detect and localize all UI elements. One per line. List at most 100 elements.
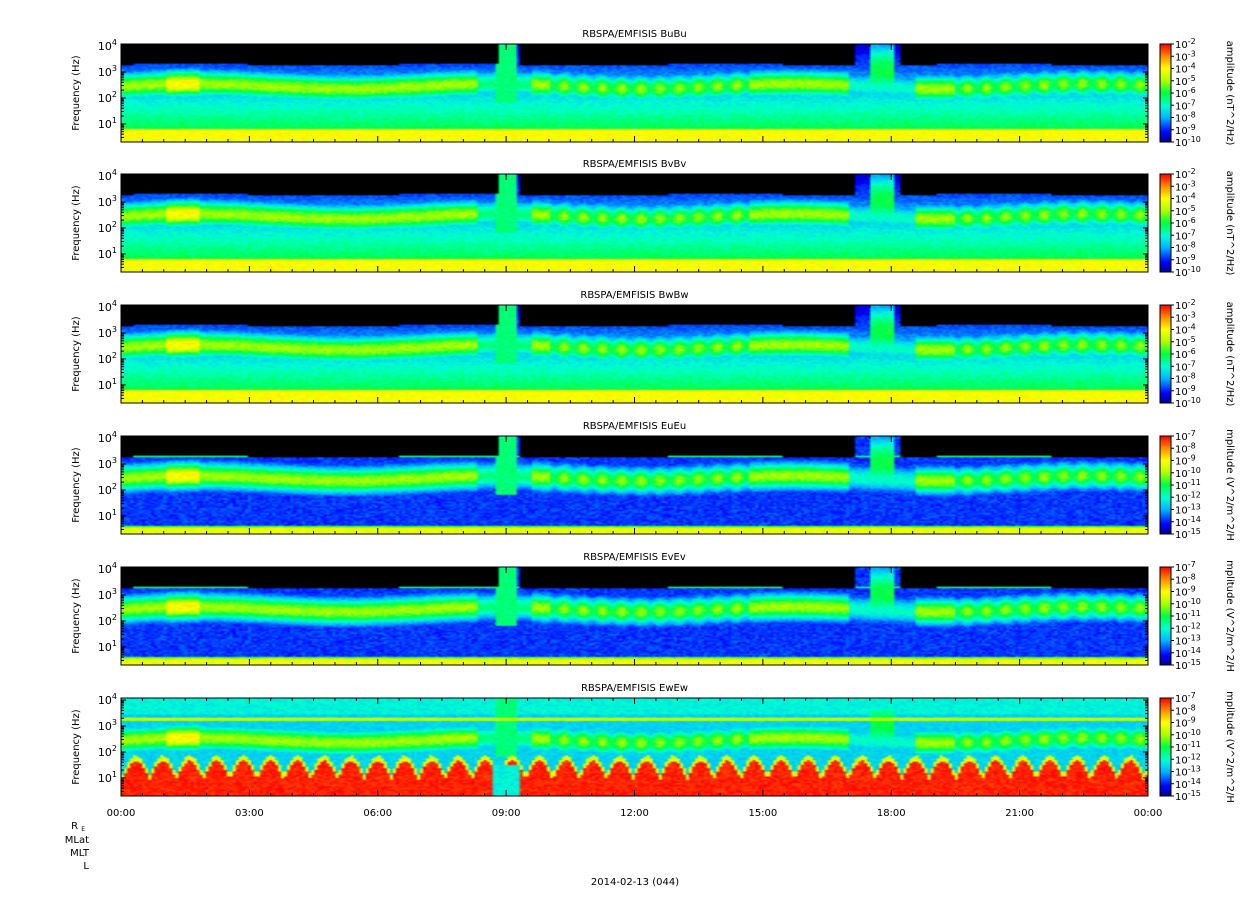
y-tick-exp: 4 bbox=[112, 299, 117, 308]
colorbar-tick-label: 10-10 bbox=[1175, 597, 1201, 611]
y-tick-label: 103 bbox=[98, 194, 117, 209]
colorbar-tick-label: 10-11 bbox=[1175, 740, 1201, 754]
y-tick-exp: 4 bbox=[112, 168, 117, 177]
colorbar-tick-base: 10 bbox=[1175, 77, 1188, 88]
y-tick-label: 101 bbox=[98, 377, 117, 392]
y-tick-exp: 2 bbox=[112, 482, 117, 491]
colorbar-tick-base: 10 bbox=[1175, 244, 1188, 255]
y-tick-label: 101 bbox=[98, 246, 117, 261]
colorbar-tick-label: 10-12 bbox=[1175, 490, 1201, 504]
colorbar-tick-label: 10-7 bbox=[1175, 560, 1196, 574]
colorbar-tick-base: 10 bbox=[1175, 231, 1188, 242]
y-tick-label: 103 bbox=[98, 64, 117, 79]
colorbar-tick-exp: -14 bbox=[1188, 646, 1201, 655]
colorbar-tick-exp: -13 bbox=[1188, 765, 1201, 774]
colorbar-tick-base: 10 bbox=[1175, 444, 1188, 455]
colorbar-tick-exp: -9 bbox=[1188, 253, 1196, 262]
y-axis-label: Frequency (Hz) bbox=[71, 578, 82, 654]
colorbar-tick-base: 10 bbox=[1175, 661, 1188, 672]
x-tick-label: 18:00 bbox=[877, 808, 906, 819]
colorbar-tick-exp: -10 bbox=[1188, 396, 1201, 405]
colorbar-tick-label: 10-12 bbox=[1175, 752, 1201, 766]
y-tick-base: 10 bbox=[98, 641, 112, 654]
colorbar-tick-label: 10-9 bbox=[1175, 585, 1196, 599]
colorbar-tick-label: 10-5 bbox=[1175, 74, 1196, 88]
colorbar-tick-label: 10-7 bbox=[1175, 359, 1196, 373]
y-tick-base: 10 bbox=[98, 248, 112, 261]
y-tick-exp: 3 bbox=[112, 718, 117, 727]
colorbar-tick-label: 10-4 bbox=[1175, 323, 1196, 337]
y-tick-base: 10 bbox=[98, 563, 112, 576]
y-tick-exp: 1 bbox=[112, 377, 117, 386]
colorbar-tick-label: 10-9 bbox=[1175, 253, 1196, 267]
y-tick-exp: 3 bbox=[112, 456, 117, 465]
colorbar-tick-label: 10-9 bbox=[1175, 384, 1196, 398]
spectrogram-image bbox=[121, 567, 1148, 665]
panel-title: RBSPA/EMFISIS BwBw bbox=[580, 290, 688, 301]
colorbar-tick-exp: -11 bbox=[1188, 478, 1201, 487]
colorbar-label: amplitude (nT^2/Hz) bbox=[1224, 41, 1235, 146]
colorbar-tick-label: 10-15 bbox=[1175, 658, 1201, 672]
colorbar-tick-base: 10 bbox=[1175, 399, 1188, 410]
colorbar-tick-label: 10-14 bbox=[1175, 646, 1201, 660]
colorbar-tick-exp: -4 bbox=[1188, 323, 1196, 332]
colorbar-tick-base: 10 bbox=[1175, 694, 1188, 705]
colorbar-tick-label: 10-3 bbox=[1175, 179, 1196, 193]
colorbar bbox=[1159, 435, 1172, 535]
colorbar-tick-label: 10-14 bbox=[1175, 777, 1201, 791]
y-tick-label: 101 bbox=[98, 770, 117, 785]
colorbar-tick-base: 10 bbox=[1175, 768, 1188, 779]
colorbar-tick-exp: -5 bbox=[1188, 74, 1196, 83]
colorbar-tick-base: 10 bbox=[1175, 207, 1188, 218]
colorbar-tick-exp: -4 bbox=[1188, 62, 1196, 71]
colorbar-tick-base: 10 bbox=[1175, 301, 1188, 312]
y-tick-label: 104 bbox=[98, 168, 117, 183]
colorbar-tick-label: 10-5 bbox=[1175, 335, 1196, 349]
colorbar-tick-exp: -7 bbox=[1188, 228, 1196, 237]
colorbar-tick-label: 10-15 bbox=[1175, 789, 1201, 803]
colorbar-tick-label: 10-8 bbox=[1175, 572, 1196, 586]
colorbar bbox=[1159, 697, 1172, 797]
colorbar-tick-base: 10 bbox=[1175, 624, 1188, 635]
x-tick-label: 12:00 bbox=[620, 808, 649, 819]
colorbar-tick-base: 10 bbox=[1175, 719, 1188, 730]
y-tick-label: 103 bbox=[98, 587, 117, 602]
x-tick-label: 21:00 bbox=[1005, 808, 1034, 819]
y-tick-exp: 1 bbox=[112, 639, 117, 648]
colorbar-tick-exp: -9 bbox=[1188, 384, 1196, 393]
y-tick-label: 104 bbox=[98, 38, 117, 53]
y-tick-base: 10 bbox=[98, 772, 112, 785]
colorbar-tick-exp: -10 bbox=[1188, 728, 1201, 737]
colorbar-tick-base: 10 bbox=[1175, 493, 1188, 504]
panel-title: RBSPA/EMFISIS BuBu bbox=[582, 29, 686, 40]
y-tick-base: 10 bbox=[98, 432, 112, 445]
colorbar-tick-base: 10 bbox=[1175, 575, 1188, 586]
colorbar-tick-label: 10-10 bbox=[1175, 265, 1201, 279]
colorbar-tick-base: 10 bbox=[1175, 563, 1188, 574]
colorbar-tick-base: 10 bbox=[1175, 518, 1188, 529]
colorbar-tick-label: 10-2 bbox=[1175, 167, 1196, 181]
colorbar-tick-exp: -3 bbox=[1188, 179, 1196, 188]
y-tick-label: 104 bbox=[98, 430, 117, 445]
colorbar-tick-label: 10-2 bbox=[1175, 37, 1196, 51]
y-tick-base: 10 bbox=[98, 118, 112, 131]
y-tick-exp: 3 bbox=[112, 194, 117, 203]
colorbar-tick-label: 10-6 bbox=[1175, 86, 1196, 100]
colorbar-tick-base: 10 bbox=[1175, 326, 1188, 337]
spectrogram-image bbox=[121, 174, 1148, 272]
colorbar-tick-base: 10 bbox=[1175, 731, 1188, 742]
colorbar-tick-exp: -8 bbox=[1188, 241, 1196, 250]
colorbar-tick-base: 10 bbox=[1175, 530, 1188, 541]
y-tick-base: 10 bbox=[98, 170, 112, 183]
colorbar-tick-exp: -8 bbox=[1188, 441, 1196, 450]
colorbar-tick-base: 10 bbox=[1175, 219, 1188, 230]
colorbar-tick-label: 10-8 bbox=[1175, 441, 1196, 455]
colorbar-tick-exp: -6 bbox=[1188, 347, 1196, 356]
ephem-label-mlat: MLat bbox=[65, 835, 89, 846]
x-tick-label: 06:00 bbox=[363, 808, 392, 819]
y-tick-base: 10 bbox=[98, 510, 112, 523]
colorbar-tick-base: 10 bbox=[1175, 792, 1188, 803]
colorbar-tick-exp: -15 bbox=[1188, 789, 1201, 798]
